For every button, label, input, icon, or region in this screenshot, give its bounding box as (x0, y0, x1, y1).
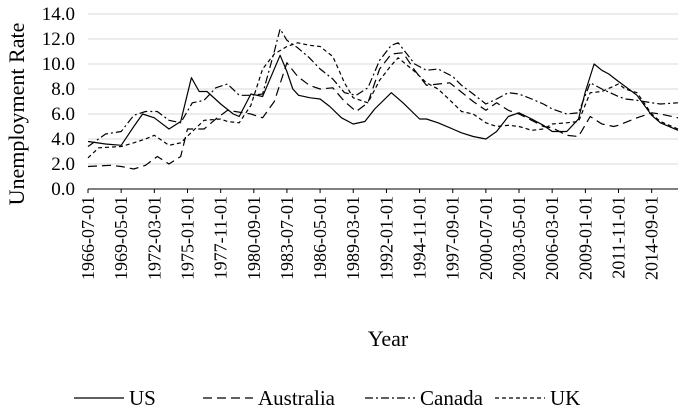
legend-label-canada: Canada (420, 386, 484, 410)
y-axis-title: Unemployment Rate (4, 23, 29, 206)
y-tick-label: 14.0 (42, 4, 75, 25)
legend-label-us: US (129, 386, 156, 410)
x-tick-label: 2000-07-01 (476, 196, 496, 280)
series-line-uk (87, 42, 679, 159)
series-lines (87, 28, 679, 170)
x-tick-label: 1977-11-01 (211, 196, 231, 279)
x-tick-label: 2014-09-01 (642, 196, 662, 280)
legend: US Australia Canada UK (74, 386, 580, 410)
series-line-us (87, 54, 679, 146)
x-tick-label: 2003-05-01 (509, 196, 529, 280)
x-axis-title: Year (368, 326, 409, 351)
x-tick-label: 1986-05-01 (310, 196, 330, 280)
y-tick-label: 8.0 (51, 79, 75, 100)
x-tick-label: 1983-07-01 (277, 196, 297, 280)
series-line-australia (87, 52, 679, 170)
y-axis-tick-labels: 0.0 2.0 4.0 6.0 8.0 10.0 12.0 14.0 (42, 4, 75, 200)
y-tick-label: 0.0 (51, 179, 75, 200)
x-tick-label: 1969-05-01 (111, 196, 131, 280)
x-tick-label: 1972-03-01 (144, 196, 164, 280)
x-tick-label: 1966-07-01 (78, 196, 98, 280)
x-tick-label: 1994-11-01 (410, 196, 430, 279)
x-tick-label: 2009-01-01 (575, 196, 595, 280)
x-axis-tick-labels: 1966-07-01 1969-05-01 1972-03-01 1975-01-01… (78, 189, 662, 280)
legend-label-uk: UK (550, 386, 580, 410)
y-tick-label: 6.0 (51, 104, 75, 125)
x-tick-label: 1989-03-01 (343, 196, 363, 280)
gridlines (88, 13, 678, 165)
y-tick-label: 10.0 (42, 54, 75, 75)
x-tick-label: 2006-03-01 (542, 196, 562, 280)
y-tick-label: 2.0 (51, 154, 75, 175)
x-tick-label: 1992-01-01 (376, 196, 396, 280)
y-tick-label: 12.0 (42, 29, 75, 50)
x-tick-label: 1980-09-01 (244, 196, 264, 280)
series-line-canada (87, 28, 679, 147)
x-tick-label: 1975-01-01 (178, 196, 198, 280)
legend-label-australia: Australia (258, 386, 336, 410)
x-tick-label: 2011-11-01 (609, 196, 629, 279)
x-tick-label: 1997-09-01 (443, 196, 463, 280)
y-tick-label: 4.0 (51, 129, 75, 150)
